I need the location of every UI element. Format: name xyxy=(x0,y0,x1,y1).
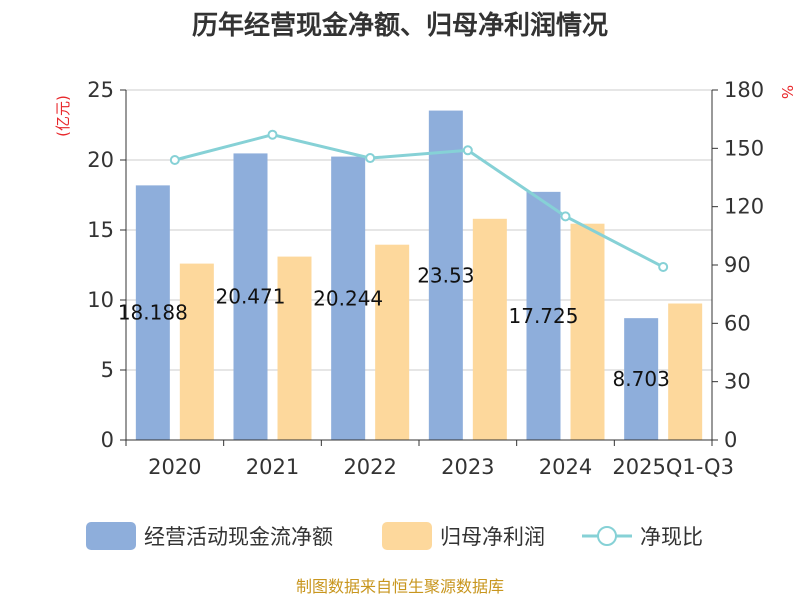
y-left-tick-label: 5 xyxy=(101,358,114,382)
ratio-point xyxy=(462,145,473,156)
x-tick-label: 2022 xyxy=(343,455,396,479)
ratio-point xyxy=(560,211,571,222)
y-left-tick-label: 25 xyxy=(87,78,114,102)
x-tick-label: 2021 xyxy=(246,455,299,479)
y-left-tick-label: 0 xyxy=(101,428,114,452)
gridlines xyxy=(126,89,712,371)
y-left-tick-label: 15 xyxy=(87,218,114,242)
data-labels: 18.188 20.471 20.244 23.53 17.725 8.703 xyxy=(118,263,670,391)
y-right-tick-label: 0 xyxy=(724,428,737,452)
legend-swatch xyxy=(86,522,136,550)
cashflow-bar xyxy=(135,185,170,440)
cashflow-bar xyxy=(526,191,561,440)
legend-swatch-marker xyxy=(597,526,617,546)
cashflow-bar xyxy=(624,318,659,440)
y-axis-left-label: (亿元) xyxy=(54,95,72,137)
net-profit-bar xyxy=(472,218,507,440)
cashflow-bar xyxy=(331,156,366,441)
cashflow-data-label: 18.188 xyxy=(118,301,188,325)
y-left-tick-label: 10 xyxy=(87,288,114,312)
y-right-tick-label: 120 xyxy=(724,195,764,219)
ratio-point xyxy=(267,129,278,140)
net-profit-bar xyxy=(375,244,410,440)
x-tick-label: 2023 xyxy=(441,455,494,479)
y-right-tick-label: 180 xyxy=(724,78,764,102)
y-right-tick-label: 30 xyxy=(724,370,751,394)
ratio-line-path xyxy=(174,133,664,269)
cashflow-data-label: 8.703 xyxy=(613,367,670,391)
legend-swatch xyxy=(382,522,432,550)
y-right-tick-label: 60 xyxy=(724,311,751,335)
source-note: 制图数据来自恒生聚源数据库 xyxy=(296,577,504,596)
net-profit-bar xyxy=(570,223,605,440)
legend-label: 经营活动现金流净额 xyxy=(144,525,333,549)
y-axis-right-label: % xyxy=(778,85,796,99)
cashflow-data-label: 17.725 xyxy=(509,304,579,328)
ratio-point xyxy=(365,153,376,164)
cashflow-data-label: 20.471 xyxy=(216,285,286,309)
ratio-line xyxy=(169,129,669,272)
legend-label: 净现比 xyxy=(640,525,703,549)
y-right-tick-label: 90 xyxy=(724,253,751,277)
x-tick-label: 2025Q1-Q3 xyxy=(612,455,734,479)
x-tick-label: 2020 xyxy=(148,455,201,479)
cashflow-data-label: 23.53 xyxy=(417,263,474,287)
ratio-point xyxy=(169,155,180,165)
x-tick-label: 2024 xyxy=(539,455,592,479)
cashflow-bar xyxy=(428,110,463,440)
cashflow-data-label: 20.244 xyxy=(313,286,383,310)
net-profit-bar xyxy=(668,303,703,440)
net-profit-bar xyxy=(277,256,312,440)
axes: 0 5 10 15 20 25 0 30 60 90 120 150 180 2020 2021 2022 20… xyxy=(87,78,764,479)
y-right-tick-label: 150 xyxy=(724,136,764,160)
ratio-point xyxy=(658,261,669,272)
net-profit-bar xyxy=(179,263,214,440)
chart-title: 历年经营现金净额、归母净利润情况 xyxy=(192,10,608,41)
cashflow-bar xyxy=(233,153,268,440)
legend-label: 归母净利润 xyxy=(440,525,545,549)
y-left-tick-label: 20 xyxy=(87,148,114,172)
bars xyxy=(135,110,703,441)
legend: 经营活动现金流净额 归母净利润 净现比 xyxy=(86,522,703,550)
